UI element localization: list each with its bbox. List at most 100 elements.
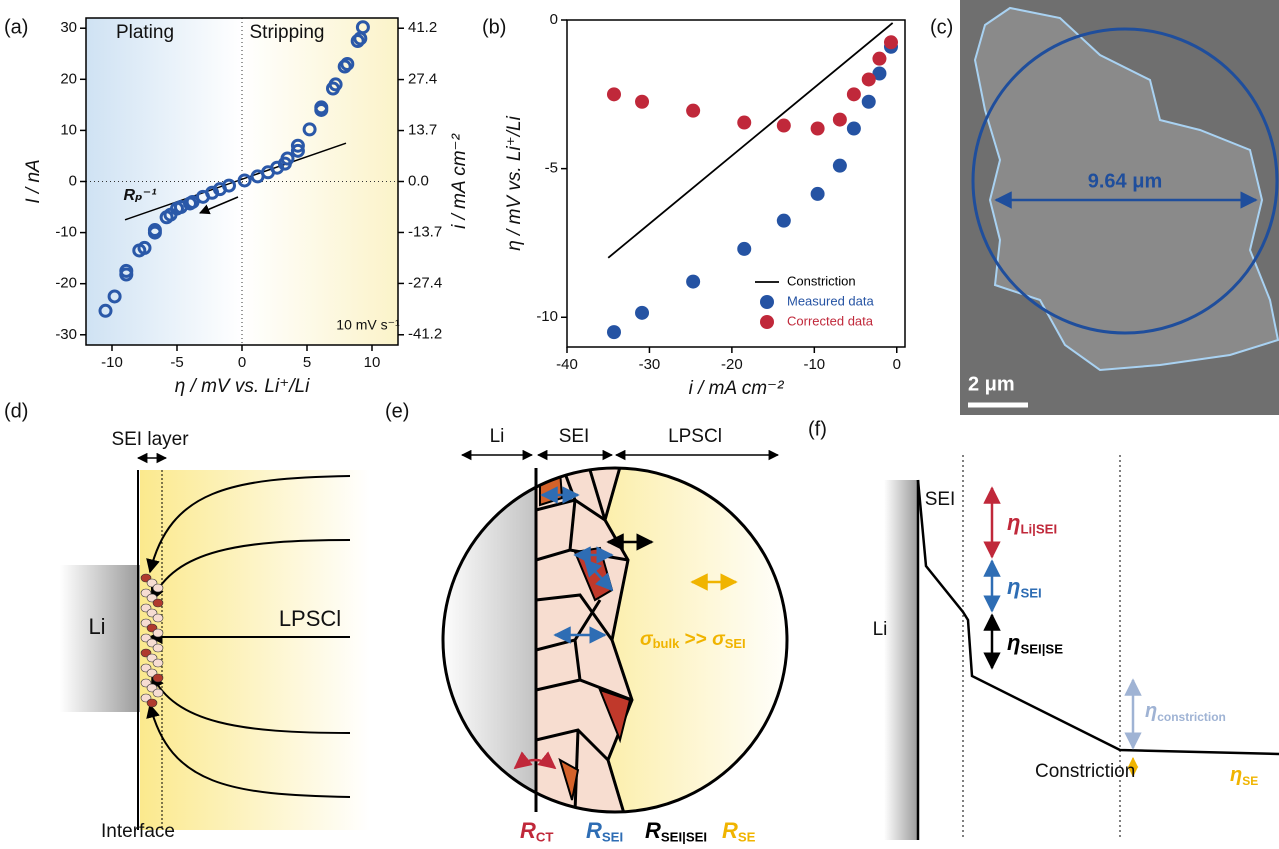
- scale-bar-label: 2 μm: [968, 373, 1015, 395]
- data-point: [810, 121, 825, 136]
- data-point: [606, 87, 621, 102]
- conductivity-relation: σbulk >> σSEI: [640, 629, 746, 651]
- x-tick-label: -30: [639, 356, 661, 373]
- data-point: [606, 325, 621, 340]
- resistance-label: RSEI: [586, 818, 623, 845]
- y2-tick-label: -27.4: [408, 274, 442, 291]
- y-tick-label: 0: [550, 11, 558, 28]
- trend-line: [124, 142, 347, 221]
- subscript: SEI|SE: [1020, 642, 1063, 657]
- overpotential-label: ηSE: [1230, 764, 1258, 788]
- symbol: R: [520, 818, 536, 843]
- x-axis-label: i / mA cm⁻²: [689, 378, 784, 399]
- data-point: [737, 241, 752, 256]
- plot-frame: [566, 19, 906, 348]
- legend-label: Measured data: [787, 293, 874, 308]
- y-tick-label: -10: [536, 308, 558, 325]
- data-point: [861, 94, 876, 109]
- y-axis-label: I / nA: [23, 159, 44, 203]
- y2-tick-label: 41.2: [408, 19, 437, 36]
- symbol: η: [1145, 700, 1157, 722]
- resistance-label: RCT: [520, 818, 553, 845]
- direction-arrow: [199, 196, 239, 215]
- annotation: Plating: [116, 22, 174, 43]
- sei-grain: [152, 673, 164, 683]
- panel-label: (e): [385, 400, 409, 422]
- data-point: [737, 115, 752, 130]
- subscript: Li|SEI: [1020, 522, 1057, 537]
- interface-label: Interface: [101, 821, 175, 842]
- subscript: SEI: [602, 830, 623, 845]
- resistance-legend: RCT RSEI RSEI|SEI RSE: [520, 818, 756, 845]
- data-point: [686, 103, 701, 118]
- data-point: [280, 151, 295, 166]
- data-point: [872, 66, 887, 81]
- x-axis-label: η / mV vs. Li⁺/Li: [175, 376, 310, 397]
- panel-label: (c): [930, 16, 953, 38]
- data-point: [776, 118, 791, 133]
- subscript: SE: [1242, 774, 1258, 788]
- data-point: [222, 178, 236, 193]
- sei-grain: [152, 643, 164, 653]
- data-point: [810, 186, 825, 201]
- data-point: [147, 223, 162, 238]
- background: [242, 18, 398, 345]
- data-point: [290, 138, 305, 153]
- data-point: [846, 87, 861, 102]
- data-point: [832, 158, 847, 173]
- constriction-label: Constriction: [1035, 761, 1135, 782]
- diagram-f: SEI Li Constriction ηLi|SEIηSEIηSEI|SEηc…: [873, 455, 1279, 840]
- electrolyte-label: LPSCl: [279, 606, 341, 631]
- electrolyte-label: LPSCl: [668, 426, 722, 447]
- subscript: CT: [536, 830, 554, 845]
- li-label: Li: [490, 426, 505, 447]
- data-point: [635, 305, 650, 320]
- data-point: [846, 121, 861, 136]
- data-point: [290, 143, 305, 158]
- relation: >>: [679, 629, 712, 650]
- data-point: [185, 194, 200, 209]
- sei-layer-label: SEI layer: [111, 429, 189, 450]
- chart-b: -40 -30 -20 -10 0 -10 -5 0 i / mA cm⁻² η / mV vs.…: [504, 11, 906, 399]
- symbol: η: [1007, 630, 1020, 655]
- x-tick-label: 10: [364, 354, 381, 371]
- symbol: η: [1230, 764, 1242, 786]
- x-tick-label: -10: [101, 354, 123, 371]
- sei-grain: [152, 598, 164, 608]
- data-point: [350, 33, 365, 48]
- data-point: [98, 303, 113, 318]
- y-tick-label: 10: [60, 121, 77, 138]
- data-point: [776, 213, 791, 228]
- sei-grain: [152, 583, 164, 593]
- x-tick-label: 5: [303, 354, 311, 371]
- panel-label: (d): [4, 400, 28, 422]
- overpotential-label: ηSEI: [1007, 574, 1042, 601]
- y2-tick-label: -13.7: [408, 223, 442, 240]
- data-point: [861, 72, 876, 87]
- legend-label: Constriction: [787, 273, 856, 288]
- li-label: Li: [88, 614, 105, 639]
- subscript: bulk: [653, 636, 680, 651]
- x-tick-label: -20: [721, 356, 743, 373]
- y-tick-label: 20: [60, 70, 77, 87]
- y2-axis-label: i / mA cm⁻²: [449, 133, 470, 228]
- symbol: R: [722, 818, 738, 843]
- sei-grain: [146, 698, 158, 708]
- y-tick-label: -10: [55, 224, 77, 241]
- resistance-label: RSE: [722, 818, 756, 845]
- series-line: [607, 22, 894, 259]
- diameter-label: 9.64 μm: [1088, 170, 1163, 192]
- x-tick-label: -5: [170, 354, 183, 371]
- sei-grain: [152, 658, 164, 668]
- li-label: Li: [873, 619, 888, 640]
- diagram-d: SEI layer Li LPSCl Interface: [60, 429, 370, 842]
- sei-grain: [152, 613, 164, 623]
- sei-label: SEI: [925, 489, 956, 510]
- data-point: [107, 289, 122, 304]
- symbol: σ: [712, 629, 726, 650]
- y2-tick-label: -41.2: [408, 326, 442, 343]
- data-point: [302, 122, 317, 137]
- symbol: R: [645, 818, 661, 843]
